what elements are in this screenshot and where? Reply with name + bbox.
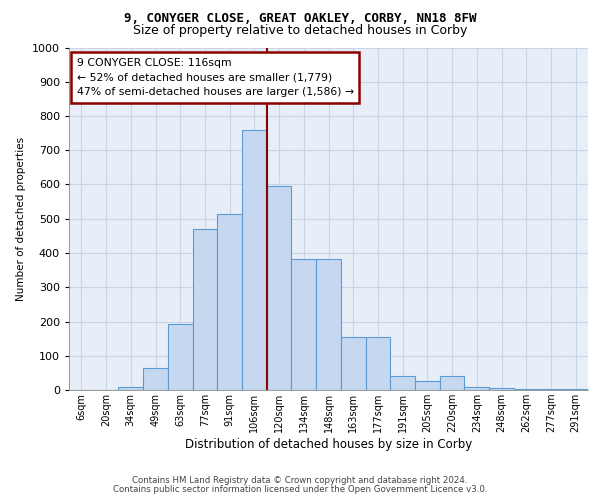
Bar [242,130,267,390]
Bar [292,259,316,390]
Text: Contains public sector information licensed under the Open Government Licence v3: Contains public sector information licen… [113,484,487,494]
Bar [143,368,168,390]
Bar [118,386,143,390]
Bar [341,337,365,390]
Bar [390,376,415,390]
Bar [365,337,390,390]
Bar [168,324,193,390]
Bar [316,259,341,390]
Bar [415,382,440,390]
Bar [440,376,464,390]
Bar [514,389,539,390]
Bar [267,186,292,390]
Y-axis label: Number of detached properties: Number of detached properties [16,136,26,301]
Text: 9, CONYGER CLOSE, GREAT OAKLEY, CORBY, NN18 8FW: 9, CONYGER CLOSE, GREAT OAKLEY, CORBY, N… [124,12,476,26]
Bar [193,229,217,390]
Bar [464,386,489,390]
Text: Contains HM Land Registry data © Crown copyright and database right 2024.: Contains HM Land Registry data © Crown c… [132,476,468,485]
Bar [489,388,514,390]
Bar [217,214,242,390]
Text: Size of property relative to detached houses in Corby: Size of property relative to detached ho… [133,24,467,37]
X-axis label: Distribution of detached houses by size in Corby: Distribution of detached houses by size … [185,438,472,451]
Text: 9 CONYGER CLOSE: 116sqm
← 52% of detached houses are smaller (1,779)
47% of semi: 9 CONYGER CLOSE: 116sqm ← 52% of detache… [77,58,354,98]
